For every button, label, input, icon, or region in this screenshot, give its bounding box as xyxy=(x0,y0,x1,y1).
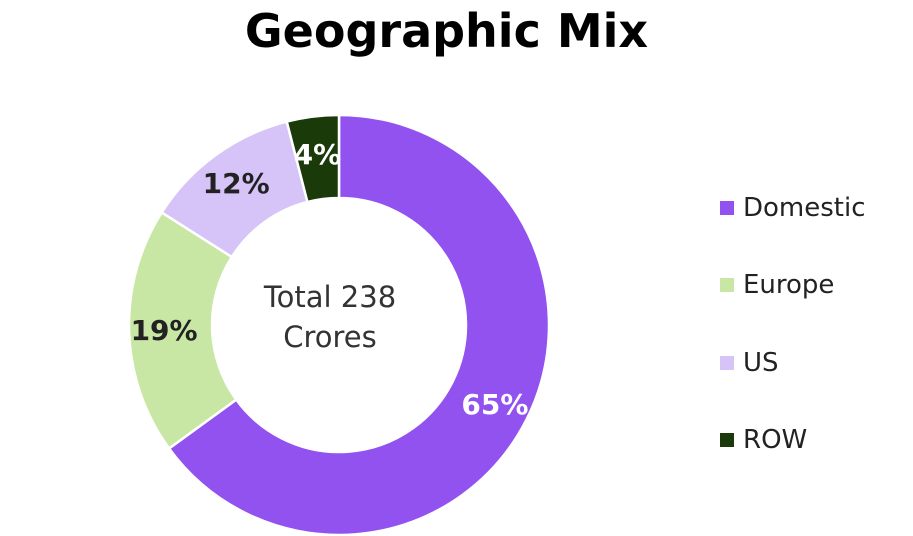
legend-swatch-row xyxy=(720,433,734,447)
donut-slices xyxy=(127,113,551,536)
chart-title: Geographic Mix xyxy=(244,4,649,58)
slice-label-domestic: 65% xyxy=(461,388,528,421)
legend-swatch-us xyxy=(720,356,734,370)
donut-center-label: Total 238 Crores xyxy=(200,277,460,357)
slice-label-europe: 19% xyxy=(131,314,198,347)
slice-domestic xyxy=(167,113,551,536)
legend-swatch-domestic xyxy=(720,201,734,215)
legend-item-row: ROW xyxy=(720,422,807,458)
legend-label-europe: Europe xyxy=(743,270,835,300)
legend-item-europe: Europe xyxy=(720,267,834,303)
legend-label-us: US xyxy=(743,348,779,378)
slice-label-row: 4% xyxy=(294,138,342,171)
center-label-line-1: Total 238 xyxy=(263,280,397,314)
legend-label-row: ROW xyxy=(743,425,808,455)
slice-label-us: 12% xyxy=(203,167,270,200)
slice-row xyxy=(285,113,341,204)
legend-swatch-europe xyxy=(720,278,734,292)
legend-item-us: US xyxy=(720,345,779,381)
legend-label-domestic: Domestic xyxy=(743,193,866,223)
slice-labels: 65% 19% 12% 4% xyxy=(131,138,529,421)
center-label-line-2: Crores xyxy=(283,320,377,354)
legend-item-domestic: Domestic xyxy=(720,190,866,226)
